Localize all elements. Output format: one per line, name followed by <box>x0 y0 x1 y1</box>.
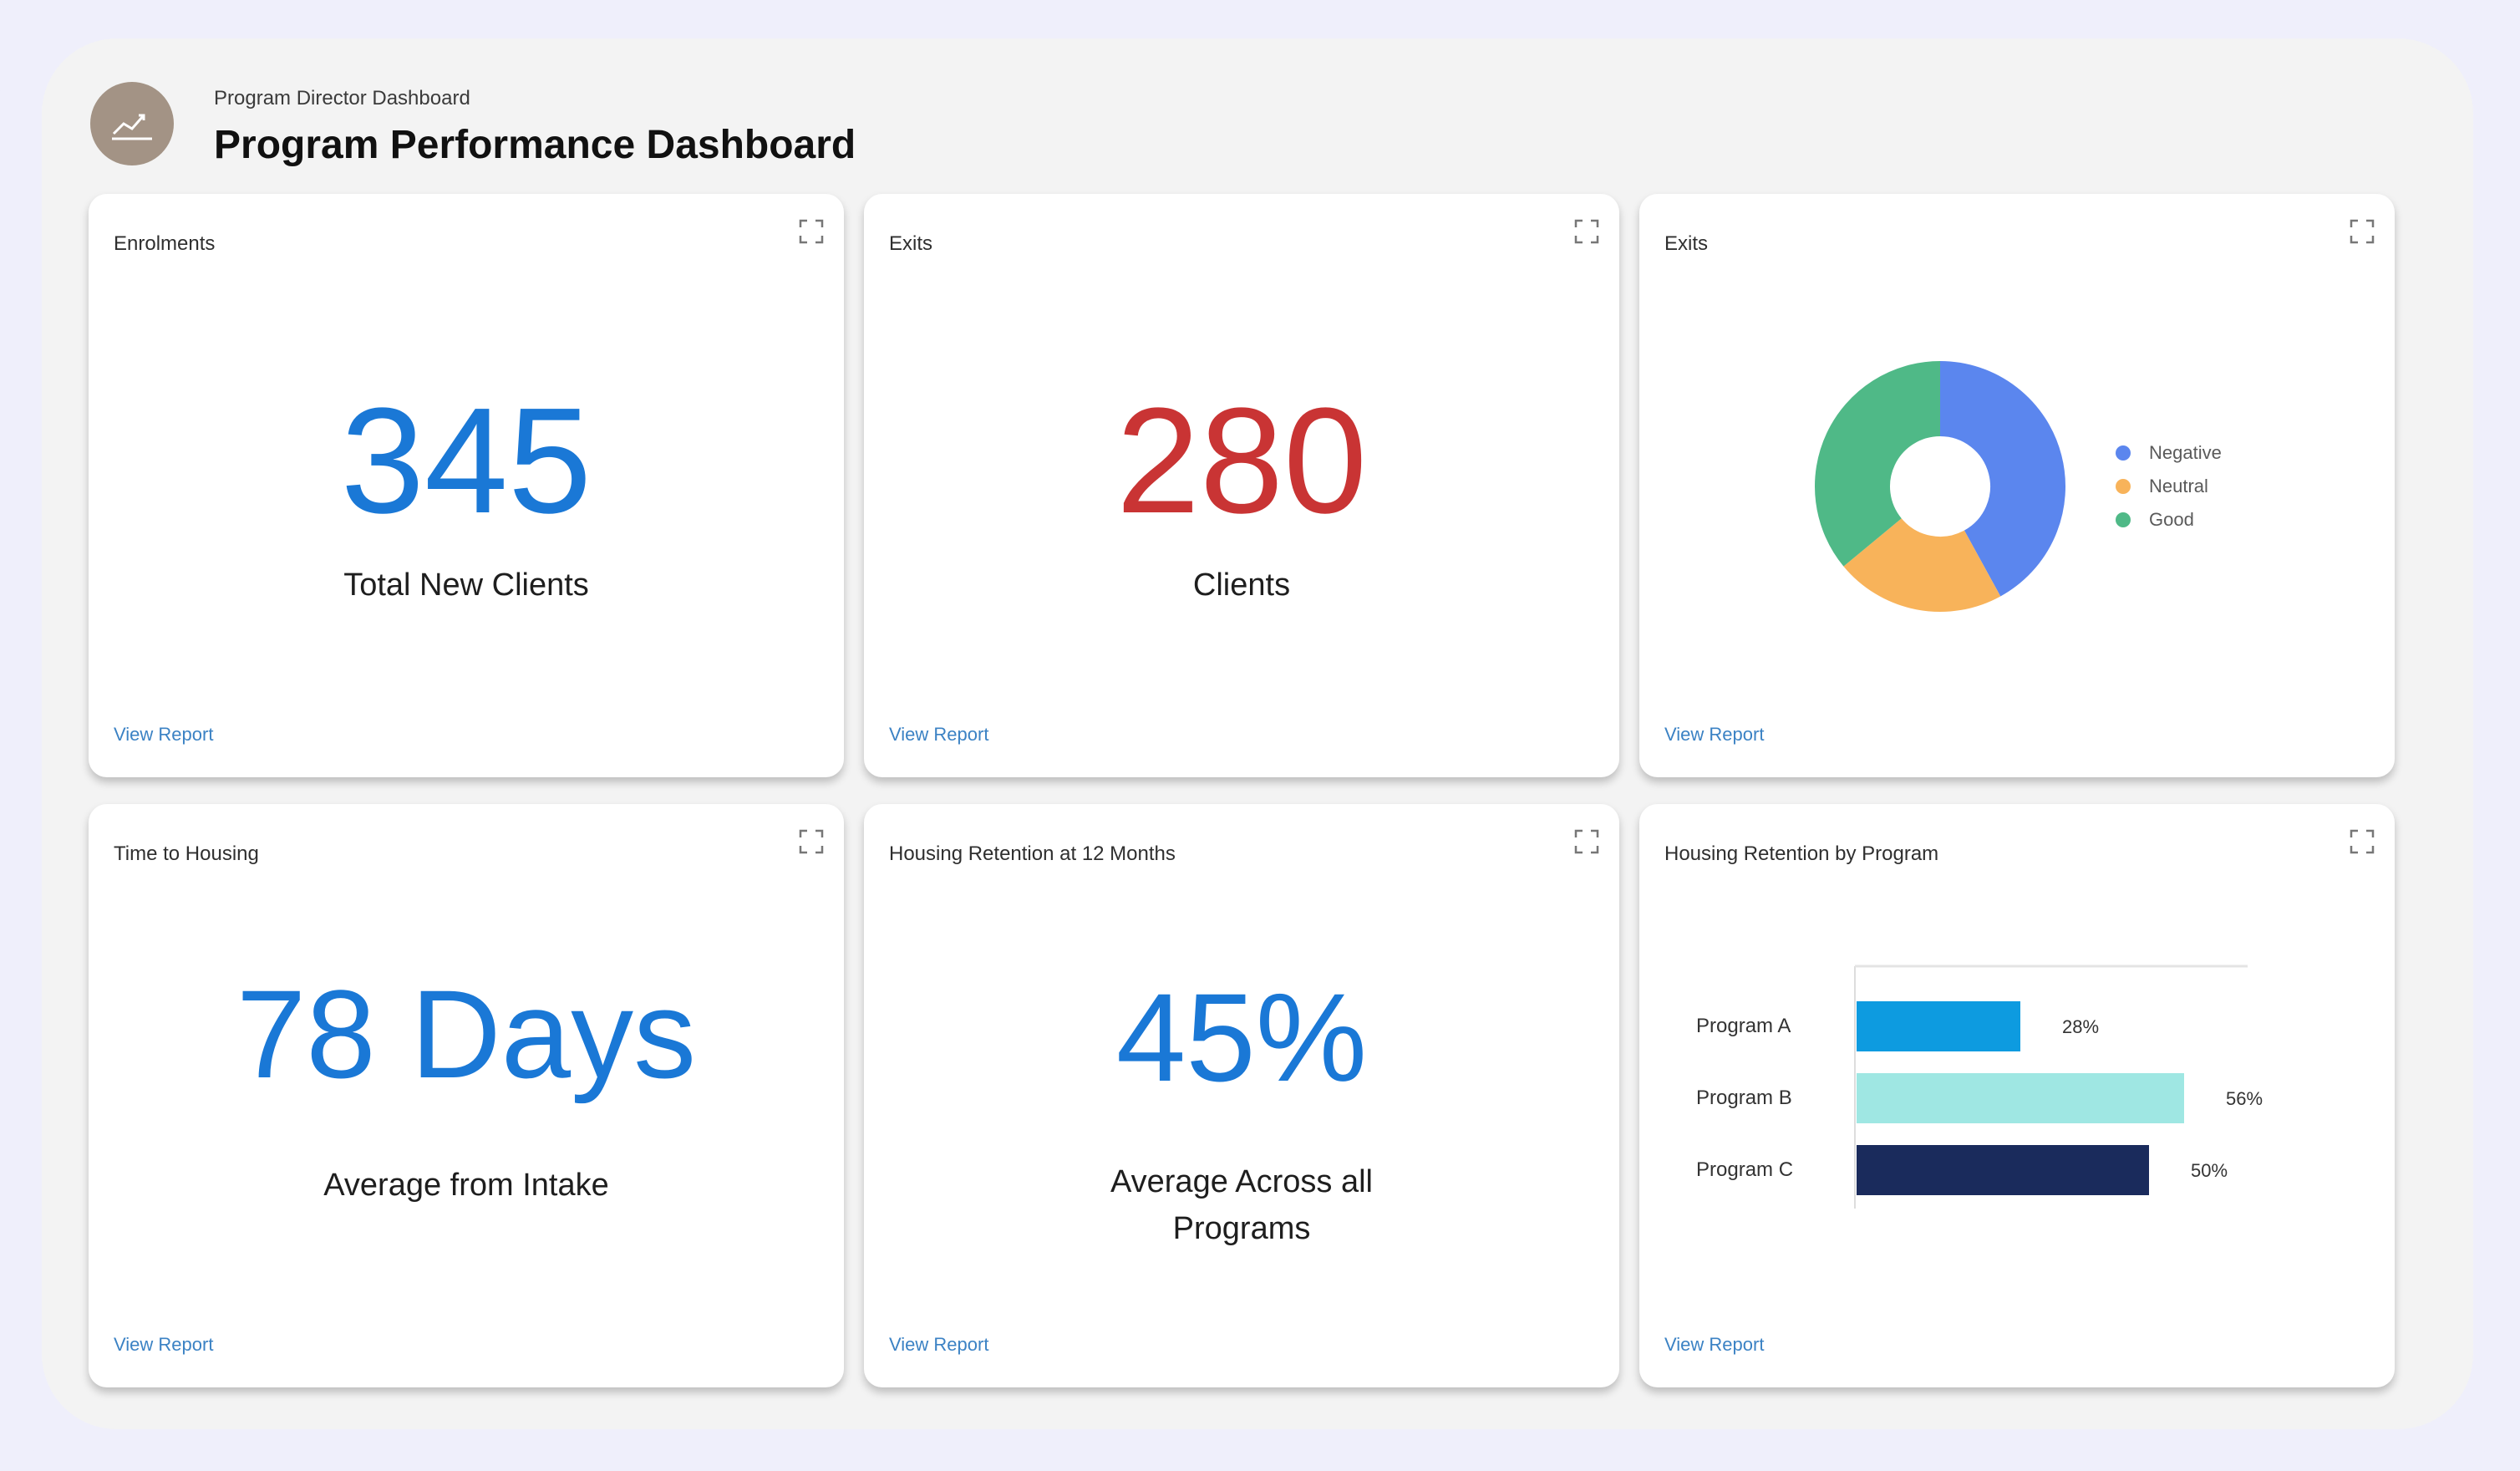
exits-chart-card: Exits Negative Neutral Good View Report <box>1639 194 2395 777</box>
retention-12-value: 45% <box>1115 967 1368 1107</box>
retention-12-caption-line1: Average Across all <box>1110 1164 1374 1199</box>
enrollments-caption: Total New Clients <box>343 568 589 603</box>
card-title: Exits <box>1664 232 1709 255</box>
legend-item-negative[interactable]: Negative <box>2116 436 2222 470</box>
view-report-link[interactable]: View Report <box>889 1334 989 1355</box>
retention-12-caption-line2: Programs <box>1172 1211 1311 1246</box>
card-title: Exits <box>889 232 933 255</box>
bar-program-c[interactable] <box>1857 1145 2149 1195</box>
bar-program-b[interactable] <box>1857 1073 2184 1123</box>
view-report-link[interactable]: View Report <box>1664 1334 1765 1355</box>
exits-card: Exits 280 Clients View Report <box>864 194 1619 777</box>
bar-value-label: 50% <box>2191 1160 2228 1181</box>
view-report-link[interactable]: View Report <box>889 724 989 745</box>
exits-value: 280 <box>1115 377 1368 545</box>
retention-bar-chart: Program A 28% Program B 56% Program C 50% <box>1639 804 2395 1387</box>
exits-donut-chart <box>1815 361 2065 612</box>
expand-icon[interactable] <box>797 827 826 856</box>
legend-dot <box>2116 479 2131 494</box>
exits-caption: Clients <box>1192 568 1291 603</box>
expand-icon[interactable] <box>2348 217 2376 246</box>
bar-category-label: Program A <box>1696 1015 1791 1037</box>
retention-12-card: Housing Retention at 12 Months 45% Avera… <box>864 804 1619 1387</box>
expand-icon[interactable] <box>2348 827 2376 856</box>
donut-slice-negative[interactable] <box>1938 361 2065 597</box>
legend-label: Negative <box>2149 442 2222 463</box>
bar-program-a[interactable] <box>1857 1001 2020 1051</box>
view-report-link[interactable]: View Report <box>114 724 214 745</box>
enrollments-card: Enrolments 345 Total New Clients View Re… <box>89 194 844 777</box>
time-to-housing-card: Time to Housing 78 Days Average from Int… <box>89 804 844 1387</box>
donut-slice-good[interactable] <box>1815 361 1942 567</box>
trend-chart-icon <box>90 82 174 165</box>
view-report-link[interactable]: View Report <box>114 1334 214 1355</box>
bar-chart-svg <box>1854 965 2248 1209</box>
expand-icon[interactable] <box>1572 217 1601 246</box>
view-report-link[interactable]: View Report <box>1664 724 1765 745</box>
card-title: Enrolments <box>114 232 216 255</box>
bar-value-label: 28% <box>2062 1016 2100 1037</box>
retention-by-program-card: Housing Retention by Program Program A 28… <box>1639 804 2395 1387</box>
donut-slice-neutral[interactable] <box>1843 517 2001 612</box>
card-title: Time to Housing <box>114 842 259 865</box>
card-title: Housing Retention by Program <box>1664 842 1939 865</box>
legend-item-neutral[interactable]: Neutral <box>2116 470 2222 503</box>
page-title: Program Performance Dashboard <box>214 123 856 167</box>
expand-icon[interactable] <box>1572 827 1601 856</box>
expand-icon[interactable] <box>797 217 826 246</box>
chart-legend: Negative Neutral Good <box>2116 436 2222 537</box>
card-title: Housing Retention at 12 Months <box>889 842 1176 865</box>
bar-category-label: Program B <box>1696 1087 1792 1109</box>
enrollments-value: 345 <box>340 377 592 545</box>
legend-label: Good <box>2149 509 2194 530</box>
legend-item-good[interactable]: Good <box>2116 503 2222 537</box>
dashboard-subtitle: Program Director Dashboard <box>214 87 470 109</box>
legend-dot <box>2116 445 2131 461</box>
time-to-housing-caption: Average from Intake <box>323 1168 609 1203</box>
time-to-housing-value: 78 Days <box>236 964 697 1104</box>
legend-dot <box>2116 512 2131 527</box>
bar-value-label: 56% <box>2226 1088 2263 1109</box>
legend-label: Neutral <box>2149 476 2208 496</box>
bar-category-label: Program C <box>1696 1158 1794 1181</box>
